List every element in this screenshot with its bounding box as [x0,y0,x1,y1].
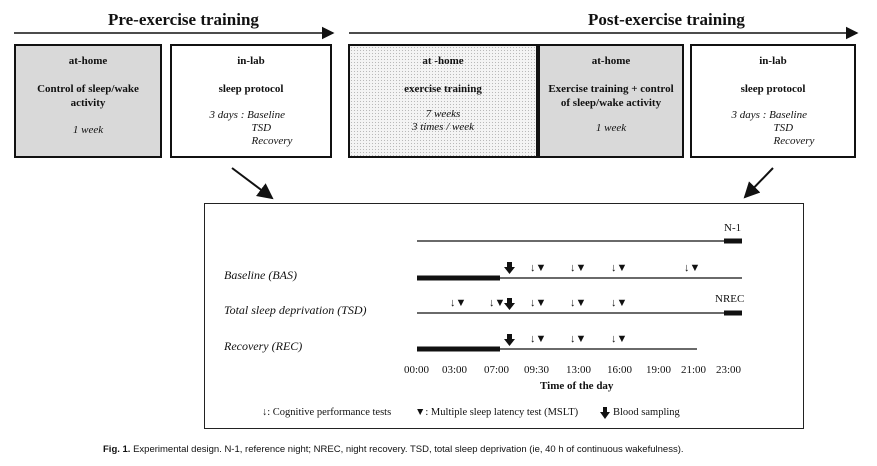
figure-caption: Fig. 1. Experimental design. N-1, refere… [103,444,684,455]
post-exercise-title: Post-exercise training [588,10,745,29]
box-title: at-home [591,55,631,67]
cognitive-mslt-marker: ↓▼ [611,333,628,345]
box-home-sleep-control: at-home Control of sleep/wake activity 1… [14,44,162,158]
legend-blood: Blood sampling [613,407,680,418]
box-heading: Control of sleep/wake activity [37,83,139,109]
cognitive-mslt-marker: ↓▼ [570,297,587,309]
inlab-post-arrow [743,167,774,199]
box-heading: exercise training [404,83,482,95]
box-heading: Exercise training + control of sleep/wak… [548,83,674,109]
box-lab-sleep-protocol-post: in-lab sleep protocol 3 days : Baseline … [690,44,856,158]
cognitive-mslt-marker: ↓▼ [530,297,547,309]
legend-mslt: ▼: Multiple sleep latency test (MSLT) [415,407,579,418]
recovery-sleep-bar [417,346,500,352]
caption-label: Fig. 1. [103,444,131,455]
box-duration: 1 week [595,122,627,134]
box-home-exercise-sleep-control: at-home Exercise training + control of s… [538,44,684,158]
tick-label: 07:00 [484,364,510,376]
box-title: at -home [422,55,464,67]
box-title: at-home [68,55,108,67]
tick-label: 19:00 [646,364,672,376]
days-item-recovery: Recovery [251,135,293,147]
reference-night-bar [724,238,742,244]
box-heading: sleep protocol [218,83,284,95]
box-duration-weeks: 7 weeks [425,108,461,120]
tick-label: 03:00 [442,364,468,376]
blood-sampling-icon [504,298,515,310]
legend-cognitive: ↓: Cognitive performance tests [262,407,392,418]
blood-sampling-icon [504,262,515,274]
days-label: 3 days : Baseline [731,109,807,121]
timeline-frame [204,203,804,429]
box-days: 3 days : Baseline TSD Recovery [210,109,293,148]
row-label-baseline: Baseline (BAS) [224,268,297,282]
row-label-recovery: Recovery (REC) [224,339,303,353]
pre-exercise-title: Pre-exercise training [108,10,259,29]
reference-night-label: N-1 [724,222,742,234]
cognitive-mslt-marker: ↓▼ [530,333,547,345]
box-title: in-lab [237,55,265,67]
cognitive-mslt-marker: ↓▼ [570,333,587,345]
baseline-sleep-bar [417,275,500,281]
axis-title: Time of the day [540,380,614,392]
days-item-tsd: TSD [773,122,794,134]
caption-text: Experimental design. N-1, reference nigh… [133,444,684,455]
box-title: in-lab [759,55,787,67]
cognitive-mslt-marker: ↓▼ [611,262,628,274]
row-label-tsd: Total sleep deprivation (TSD) [224,303,367,317]
tick-label: 09:30 [524,364,550,376]
box-days: 3 days : Baseline TSD Recovery [732,109,815,148]
recovery-night-label: NREC [715,293,745,305]
cognitive-mslt-marker: ↓▼ [611,297,628,309]
blood-sampling-icon [504,334,515,346]
box-lab-sleep-protocol-pre: in-lab sleep protocol 3 days : Baseline … [170,44,332,158]
tick-label: 16:00 [607,364,633,376]
box-duration-frequency: 3 times / week [411,121,474,133]
days-item-tsd: TSD [251,122,272,134]
cognitive-mslt-marker: ↓▼ [570,262,587,274]
blood-sampling-icon [600,407,610,419]
inlab-pre-arrow [231,167,274,200]
box-home-exercise-training: at -home exercise training 7 weeks 3 tim… [348,44,538,158]
days-item-recovery: Recovery [773,135,815,147]
phase-arrows [14,26,859,200]
tick-label: 00:00 [404,364,430,376]
recovery-night-bar [724,310,742,316]
cognitive-mslt-marker: ↓▼ [450,297,467,309]
cognitive-mslt-marker: ↓▼ [684,262,701,274]
tick-label: 21:00 [681,364,707,376]
box-heading: sleep protocol [740,83,806,95]
cognitive-mslt-marker: ↓▼ [530,262,547,274]
tick-label: 13:00 [566,364,592,376]
days-label: 3 days : Baseline [209,109,285,121]
cognitive-mslt-marker: ↓▼ [489,297,506,309]
box-duration: 1 week [72,124,104,136]
tick-label: 23:00 [716,364,742,376]
